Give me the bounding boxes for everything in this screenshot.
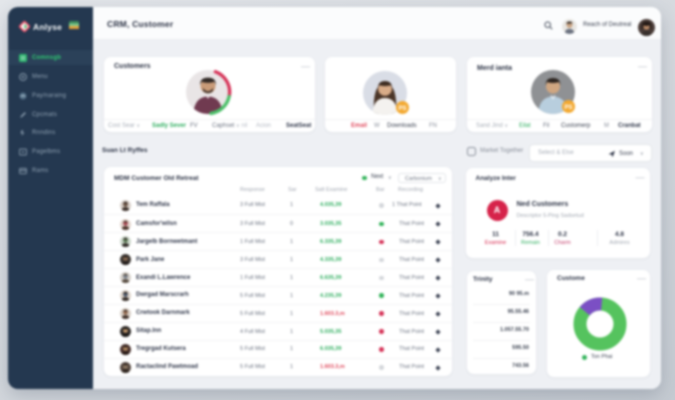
svg-text:PS: PS <box>398 106 406 112</box>
svg-text:PS: PS <box>564 105 572 111</box>
